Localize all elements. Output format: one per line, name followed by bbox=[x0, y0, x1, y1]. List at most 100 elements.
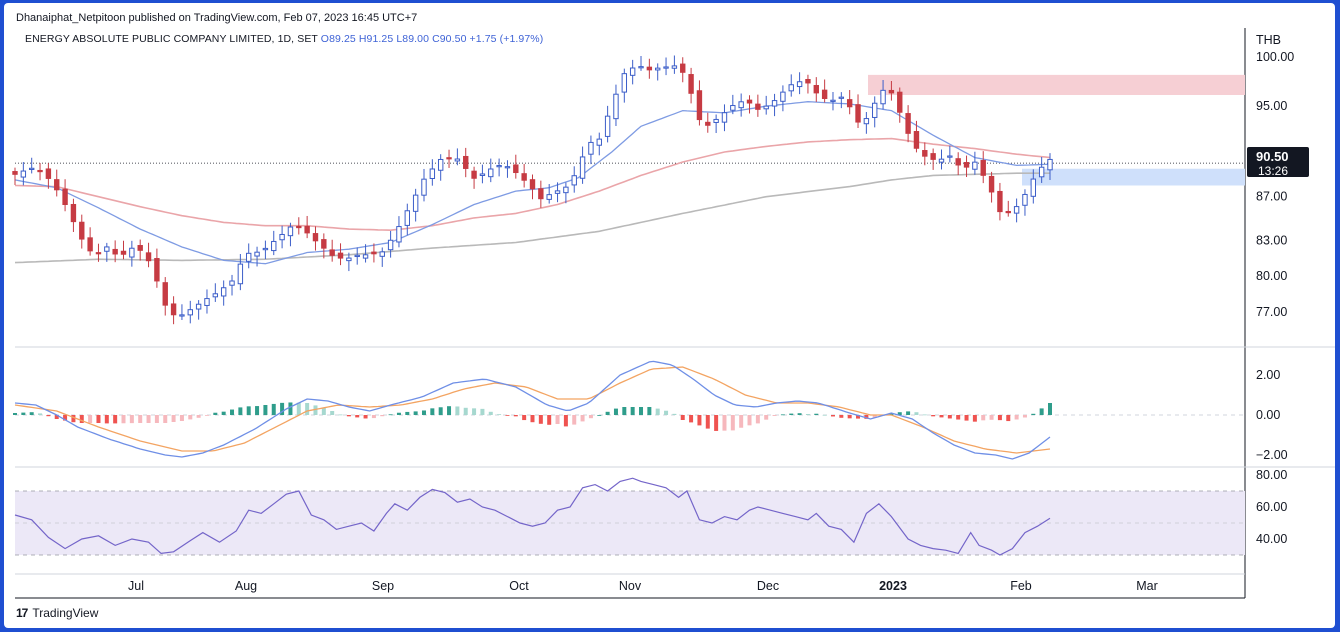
candle-body bbox=[463, 155, 469, 169]
candle-body bbox=[304, 225, 310, 234]
price-chart-svg[interactable]: THB100.0095.0087.0083.0080.0077.0090.501… bbox=[4, 3, 1335, 628]
candle-body bbox=[554, 190, 561, 194]
macd-histogram-bar bbox=[856, 415, 861, 419]
macd-histogram-bar bbox=[146, 415, 151, 423]
demand-zone bbox=[1022, 168, 1245, 186]
candle-body bbox=[446, 157, 452, 160]
macd-histogram-bar bbox=[480, 408, 485, 415]
macd-histogram-bar bbox=[188, 415, 193, 420]
candle-body bbox=[646, 66, 653, 71]
macd-histogram-bar bbox=[421, 410, 426, 415]
macd-histogram-bar bbox=[355, 415, 360, 418]
macd-histogram-bar bbox=[972, 415, 977, 422]
macd-histogram-bar bbox=[213, 412, 218, 415]
candle-body bbox=[604, 115, 611, 137]
macd-histogram-bar bbox=[129, 415, 134, 424]
candle-body bbox=[479, 173, 486, 176]
candle-body bbox=[780, 91, 786, 102]
macd-histogram-bar bbox=[889, 413, 894, 415]
macd-histogram-bar bbox=[46, 415, 51, 417]
macd-histogram-bar bbox=[513, 415, 518, 417]
macd-histogram-bar bbox=[680, 415, 685, 420]
candle-body bbox=[538, 188, 544, 200]
macd-histogram-bar bbox=[780, 414, 785, 416]
candle-body bbox=[362, 254, 369, 259]
candle-body bbox=[145, 252, 152, 262]
candle-body bbox=[947, 155, 953, 158]
candle-body bbox=[905, 113, 911, 134]
macd-histogram-bar bbox=[263, 405, 268, 415]
macd-histogram-bar bbox=[204, 415, 209, 416]
macd-histogram-bar bbox=[747, 415, 752, 426]
candle-body bbox=[271, 240, 277, 252]
countdown-label: 13:26 bbox=[1258, 164, 1288, 178]
candle-body bbox=[755, 103, 761, 110]
macd-histogram-bar bbox=[255, 406, 260, 415]
macd-histogram-bar bbox=[321, 407, 326, 415]
macd-histogram-bar bbox=[580, 415, 585, 422]
macd-histogram-bar bbox=[864, 415, 869, 419]
candle-body bbox=[212, 293, 219, 298]
candle-body bbox=[95, 252, 102, 255]
candle-body bbox=[20, 170, 27, 178]
candle-body bbox=[162, 282, 168, 306]
macd-histogram-bar bbox=[396, 412, 401, 415]
macd-histogram-bar bbox=[672, 413, 677, 415]
macd-histogram-bar bbox=[622, 407, 627, 415]
candle-body bbox=[504, 166, 511, 169]
macd-histogram-bar bbox=[588, 415, 593, 419]
macd-histogram-bar bbox=[447, 406, 452, 415]
time-tick-label: Sep bbox=[372, 579, 394, 593]
rsi-tick-label: 80.00 bbox=[1256, 468, 1287, 482]
macd-histogram-bar bbox=[79, 415, 84, 423]
time-tick-label: Feb bbox=[1010, 579, 1032, 593]
candle-body bbox=[897, 91, 903, 113]
candle-body bbox=[404, 210, 410, 226]
macd-histogram-bar bbox=[138, 415, 143, 423]
candle-body bbox=[763, 105, 769, 110]
macd-histogram-bar bbox=[997, 415, 1002, 421]
macd-histogram-bar bbox=[497, 414, 502, 415]
candle-body bbox=[788, 84, 794, 92]
macd-histogram-bar bbox=[296, 402, 301, 415]
candle-body bbox=[371, 251, 377, 255]
candle-body bbox=[279, 233, 285, 241]
macd-histogram-bar bbox=[572, 415, 577, 425]
macd-histogram-bar bbox=[705, 415, 710, 429]
candle-body bbox=[696, 90, 703, 121]
candle-body bbox=[346, 257, 352, 262]
macd-histogram-bar bbox=[430, 408, 435, 415]
macd-histogram-bar bbox=[956, 415, 961, 420]
candle-body bbox=[730, 105, 736, 111]
macd-histogram-bar bbox=[714, 415, 719, 431]
macd-histogram-bar bbox=[171, 415, 176, 422]
time-tick-label: Mar bbox=[1136, 579, 1158, 593]
candle-body bbox=[671, 65, 678, 69]
candle-body bbox=[170, 303, 177, 316]
candle-body bbox=[972, 161, 978, 170]
macd-histogram-bar bbox=[63, 415, 68, 421]
macd-histogram-bar bbox=[346, 415, 351, 417]
macd-histogram-bar bbox=[630, 407, 635, 415]
price-tick-label: 87.00 bbox=[1256, 190, 1287, 204]
candle-body bbox=[104, 246, 110, 252]
candle-body bbox=[329, 249, 335, 256]
candle-body bbox=[246, 252, 252, 262]
candle-body bbox=[746, 99, 753, 104]
candle-body bbox=[471, 170, 477, 179]
candle-body bbox=[596, 138, 602, 146]
macd-histogram-bar bbox=[772, 415, 777, 416]
candle-body bbox=[913, 131, 920, 149]
macd-histogram-bar bbox=[472, 408, 477, 415]
macd-histogram-bar bbox=[697, 415, 702, 426]
candle-body bbox=[112, 248, 118, 255]
macd-histogram-bar bbox=[805, 414, 810, 415]
candle-body bbox=[713, 118, 719, 123]
candle-body bbox=[12, 171, 18, 175]
macd-histogram-bar bbox=[179, 415, 184, 421]
macd-histogram-bar bbox=[154, 415, 159, 423]
macd-histogram-bar bbox=[989, 415, 994, 420]
candle-body bbox=[571, 175, 577, 186]
ema-mid-line bbox=[14, 137, 1051, 232]
macd-histogram-bar bbox=[380, 415, 385, 417]
